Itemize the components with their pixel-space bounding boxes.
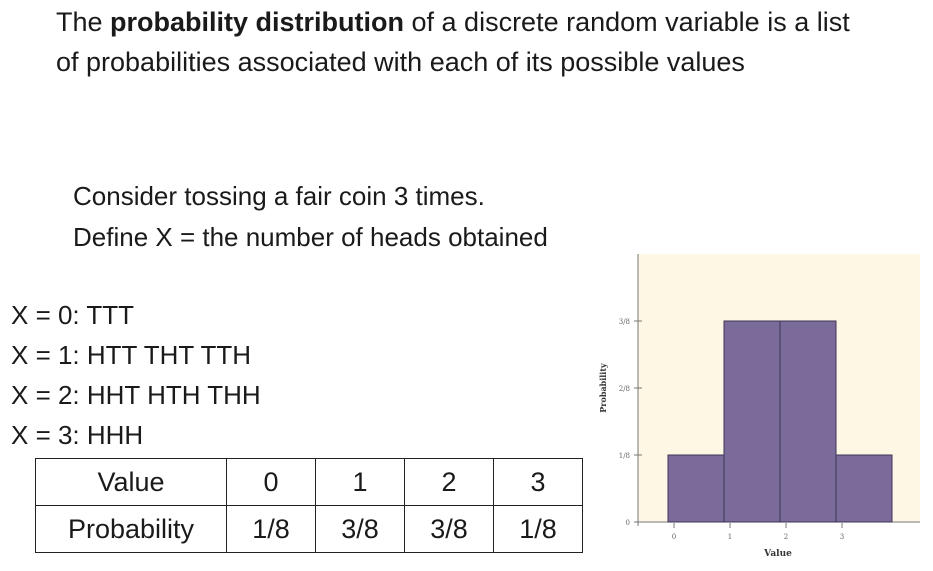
histogram-bar [723, 320, 781, 523]
table-row-probabilities: Probability 1/8 3/8 3/8 1/8 [35, 505, 583, 553]
histogram-bar [779, 320, 837, 523]
value-cell-0: 0 [226, 458, 316, 506]
x-axis-label: Value [763, 549, 792, 559]
definition-text: The probability distribution of a discre… [56, 2, 876, 82]
example-line-2: Define X = the number of heads obtained [73, 222, 548, 252]
probability-header: Probability [35, 505, 227, 553]
example-line-1: Consider tossing a fair coin 3 times. [73, 181, 485, 211]
table-row-values: Value 0 1 2 3 [35, 458, 583, 506]
value-header: Value [35, 458, 227, 506]
distribution-table: Value 0 1 2 3 Probability 1/8 3/8 3/8 1/… [35, 458, 583, 553]
probability-cell-2: 3/8 [404, 505, 494, 553]
x-tick-label: 3 [840, 533, 844, 541]
intro-before: The [56, 7, 111, 37]
y-tick-label: 0 [626, 519, 630, 527]
probability-cell-3: 1/8 [493, 505, 583, 553]
x-tick-label: 0 [672, 533, 676, 541]
probability-histogram: 0 1/8 2/8 3/8 0 1 2 3 Value Probability [598, 254, 920, 559]
value-cell-1: 1 [315, 458, 405, 506]
outcome-x2: X = 2: HHT HTH THH [11, 380, 261, 410]
example-description: Consider tossing a fair coin 3 times. De… [73, 176, 548, 258]
outcome-x3: X = 3: HHH [11, 420, 144, 450]
outcome-x0: X = 0: TTT [11, 300, 135, 330]
x-tick-label: 2 [784, 533, 788, 541]
y-tick-label: 2/8 [619, 385, 630, 393]
intro-after: of a discrete random variable is a list … [56, 7, 850, 77]
outcome-x1: X = 1: HTT THT TTH [11, 340, 252, 370]
histogram-bar [667, 454, 725, 523]
probability-cell-0: 1/8 [226, 505, 316, 553]
probability-cell-1: 3/8 [315, 505, 405, 553]
y-tick-label: 3/8 [619, 318, 630, 326]
y-tick-label: 1/8 [619, 452, 630, 460]
x-tick-label: 1 [728, 533, 732, 541]
value-cell-3: 3 [493, 458, 583, 506]
outcome-list: X = 0: TTT X = 1: HTT THT TTH X = 2: HHT… [11, 295, 261, 455]
y-axis-label: Probability [598, 363, 608, 413]
intro-bold-term: probability distribution [110, 7, 405, 37]
value-cell-2: 2 [404, 458, 494, 506]
histogram-bar [835, 454, 893, 523]
